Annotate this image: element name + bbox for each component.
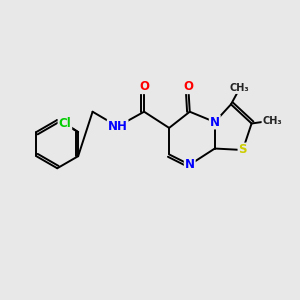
- Text: O: O: [183, 80, 193, 93]
- Text: Cl: Cl: [58, 117, 71, 130]
- Text: CH₃: CH₃: [262, 116, 282, 126]
- Text: N: N: [210, 116, 220, 128]
- Text: CH₃: CH₃: [230, 83, 250, 93]
- Text: S: S: [238, 143, 247, 157]
- Text: NH: NH: [108, 120, 127, 133]
- Text: N: N: [185, 158, 195, 171]
- Text: O: O: [139, 80, 149, 93]
